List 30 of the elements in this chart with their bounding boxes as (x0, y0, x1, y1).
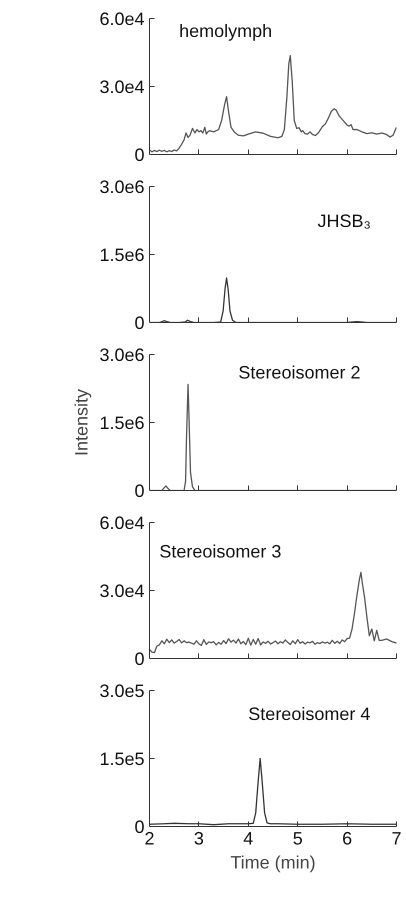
y-tick-label: 0 (134, 145, 145, 165)
y-tick-label: 0 (134, 313, 145, 333)
x-axis-title: Time (min) (230, 852, 316, 872)
text: Stereoisomer 2 (238, 362, 360, 383)
y-tick-label: 6.0e4 (99, 9, 145, 29)
y-tick-label: 0 (134, 817, 145, 837)
y-tick-label: 1.5e5 (99, 749, 145, 769)
y-tick-label: 0 (134, 481, 145, 501)
x-tick-label: 3 (194, 828, 204, 848)
y-tick-label: 3.0e4 (99, 77, 145, 97)
y-tick-label: 6.0e4 (99, 513, 145, 533)
x-tick-label: 6 (342, 828, 352, 848)
x-tick-label: 7 (391, 828, 402, 848)
y-tick-label: 3.0e4 (99, 581, 145, 601)
y-tick-label: 1.5e6 (99, 413, 145, 433)
y-tick-label: 3.0e6 (99, 345, 145, 365)
y-tick-label: 3.0e6 (99, 177, 145, 197)
chart-title: hemolymph (179, 21, 272, 42)
text: Stereoisomer 4 (248, 704, 370, 724)
line-series (150, 55, 396, 152)
line-series (150, 572, 396, 654)
y-tick-label: 0 (134, 649, 145, 669)
y-axis-title: Intensity (71, 388, 92, 456)
text: JHSB₃ (317, 210, 371, 231)
text: Stereoisomer 3 (159, 542, 282, 562)
x-tick-label: 2 (144, 828, 155, 848)
x-tick-label: 4 (243, 828, 254, 848)
y-tick-label: 1.5e6 (99, 245, 145, 265)
y-tick-label: 3.0e5 (99, 681, 145, 701)
x-tick-label: 5 (292, 828, 303, 848)
